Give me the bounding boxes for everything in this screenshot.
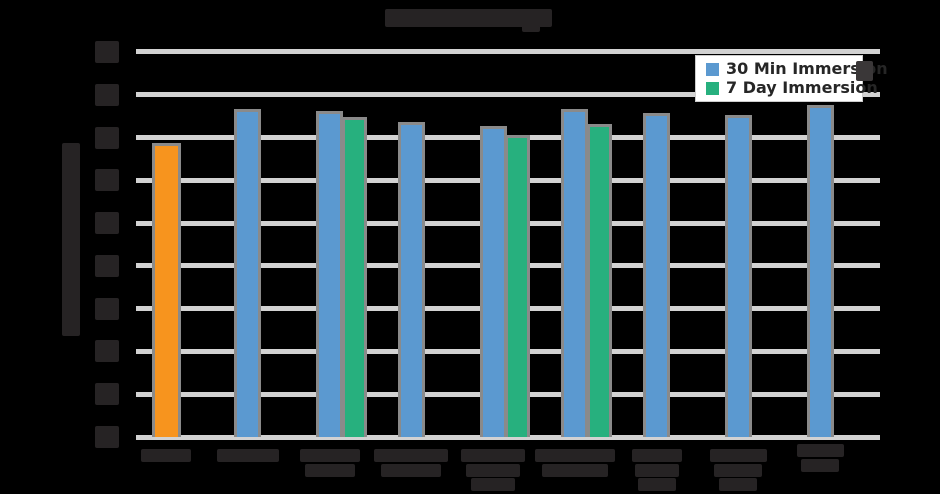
x-tick-label-redacted <box>796 444 844 457</box>
legend-label: 30 Min Immersion <box>726 59 888 78</box>
legend-swatch-blue-icon <box>706 62 719 76</box>
legend-text-redaction-patch <box>856 61 873 81</box>
legend-item-30min: 30 Min Immersion <box>706 61 888 77</box>
legend-item-7day: 7 Day Immersion <box>706 80 878 96</box>
x-tick-label-redacted <box>801 458 839 472</box>
x-tick-label-redacted <box>304 463 355 477</box>
x-tick-label-redacted <box>381 463 442 477</box>
x-tick-label-redacted <box>719 478 758 491</box>
y-tick-label-redacted <box>95 297 119 320</box>
bar-30-min-immersion <box>234 108 262 437</box>
y-tick-label-redacted <box>95 40 119 63</box>
legend-label: 7 Day Immersion <box>726 78 878 97</box>
x-tick-label-redacted <box>299 449 360 462</box>
x-tick-label-redacted <box>461 449 525 462</box>
chart-title-redacted <box>385 9 552 27</box>
x-tick-label-redacted <box>216 449 279 462</box>
y-tick-label-redacted <box>95 426 119 448</box>
x-tick-label-redacted <box>714 463 763 477</box>
gridline <box>136 434 880 440</box>
x-tick-label-redacted <box>374 449 449 462</box>
y-tick-label-redacted <box>95 126 119 149</box>
gridline <box>136 92 880 98</box>
y-axis-label-redacted <box>62 143 80 336</box>
gridline <box>136 49 880 55</box>
bar-30-min-immersion <box>479 125 507 437</box>
x-tick-label-redacted <box>141 449 191 462</box>
x-tick-label-redacted <box>634 463 679 477</box>
legend-swatch-green-icon <box>706 81 719 95</box>
y-tick-label-redacted <box>95 212 119 235</box>
bar-30-min-immersion <box>724 115 752 437</box>
bar-7-day-immersion <box>341 117 367 437</box>
x-tick-label-redacted <box>466 463 520 477</box>
x-tick-label-redacted <box>541 463 608 477</box>
bar--unlabeled-orange-bar- <box>151 143 181 437</box>
y-tick-label-redacted <box>95 254 119 277</box>
bar-30-min-immersion <box>397 121 425 437</box>
x-tick-label-redacted <box>631 449 682 462</box>
bar-7-day-immersion <box>586 123 612 437</box>
y-tick-label-redacted <box>95 340 119 363</box>
x-tick-label-redacted <box>637 478 676 491</box>
x-tick-label-redacted <box>709 449 767 462</box>
legend: 30 Min Immersion 7 Day Immersion <box>695 55 888 102</box>
y-tick-label-redacted <box>95 83 119 106</box>
bar-7-day-immersion <box>505 134 530 437</box>
bar-30-min-immersion <box>561 108 589 437</box>
bar-30-min-immersion <box>316 111 343 437</box>
chart-title-redacted-descender <box>522 25 540 32</box>
bar-30-min-immersion <box>643 113 670 437</box>
x-tick-label-redacted <box>534 449 615 462</box>
bar-30-min-immersion <box>806 104 834 437</box>
y-tick-label-redacted <box>95 383 119 406</box>
x-tick-label-redacted <box>471 478 515 491</box>
y-tick-label-redacted <box>95 169 119 192</box>
